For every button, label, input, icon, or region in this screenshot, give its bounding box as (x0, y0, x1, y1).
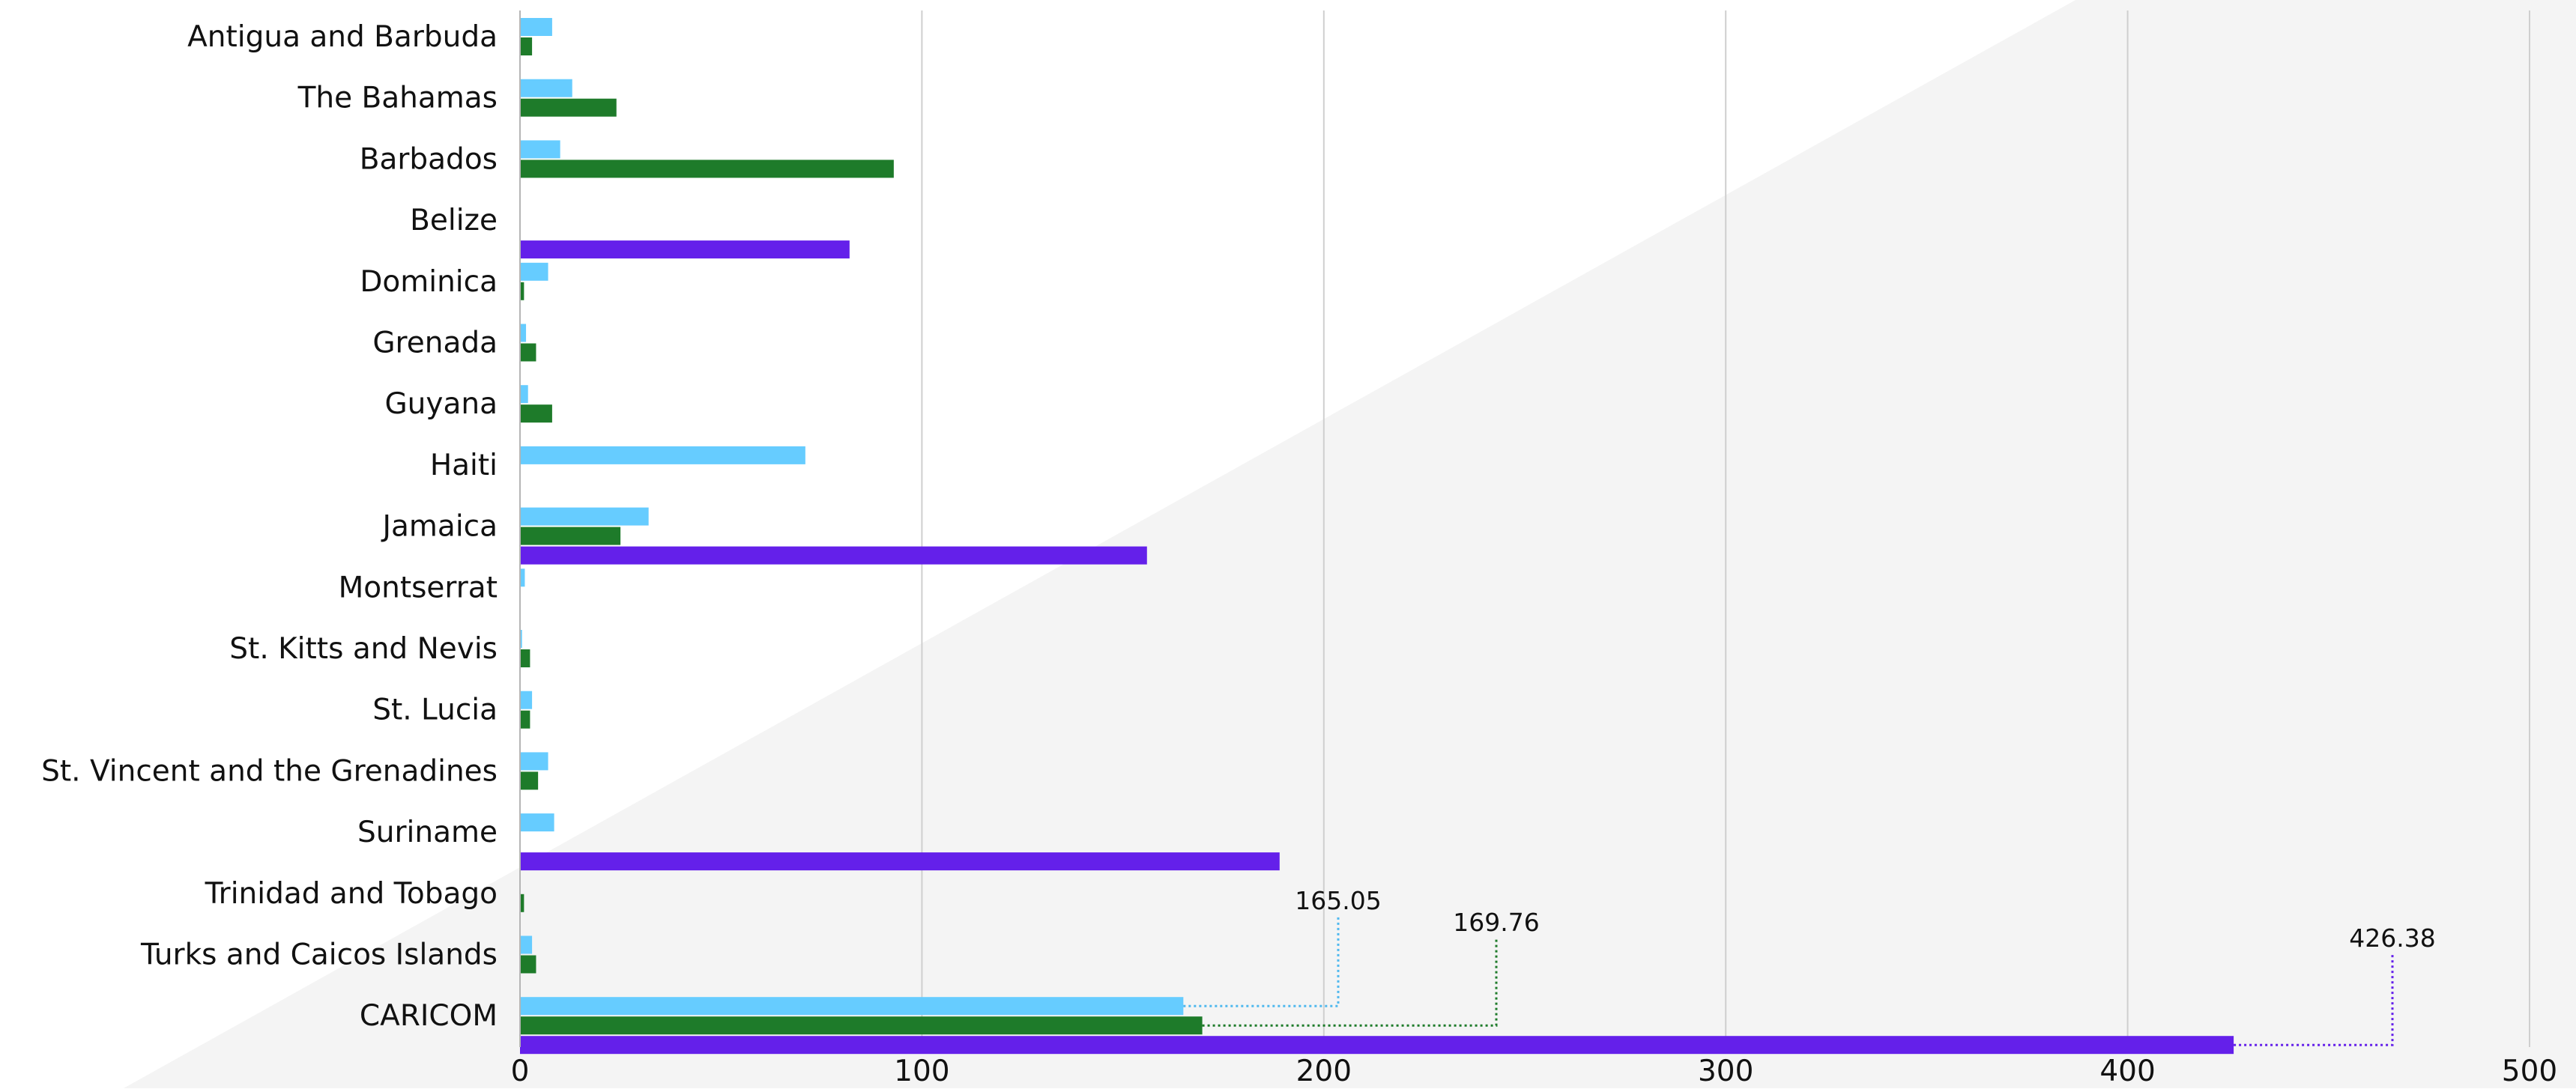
category-label: Barbados (360, 142, 498, 176)
bars (520, 18, 2234, 1055)
bar (520, 568, 525, 587)
bar (520, 37, 533, 55)
bar (520, 282, 524, 300)
x-tick-label: 200 (1296, 1055, 1352, 1088)
bar (520, 385, 528, 404)
category-label: Suriname (357, 816, 498, 849)
bar (520, 1036, 2234, 1055)
labels: 0 100 200 300 400 500 Antigua and Barbuda The B… (41, 20, 2557, 1088)
bar (520, 507, 649, 526)
bar (520, 240, 850, 259)
bar (520, 79, 572, 97)
category-label: St. Vincent and the Grenadines (41, 754, 498, 788)
bar (520, 324, 527, 342)
data-label-leaders (1183, 917, 2394, 1046)
category-label: Montserrat (339, 571, 498, 604)
category-label: Grenada (372, 327, 498, 360)
bar (520, 771, 539, 790)
category-label: Guyana (384, 387, 498, 421)
gridlines (921, 10, 2530, 1047)
bar (520, 935, 533, 954)
background-shade (124, 0, 2576, 1088)
bar (520, 894, 524, 912)
bar (520, 630, 522, 648)
bar (520, 752, 548, 771)
category-label: Antigua and Barbuda (187, 20, 498, 54)
x-tick-label: 0 (511, 1055, 530, 1088)
bar (520, 691, 533, 709)
x-tick-label: 400 (2099, 1055, 2155, 1088)
bar (520, 140, 560, 159)
bar (520, 1016, 1203, 1035)
bar (520, 813, 554, 832)
category-label: Turks and Caicos Islands (140, 938, 498, 972)
category-label: Haiti (430, 449, 498, 482)
data-label: 169.76 (1453, 908, 1539, 937)
bar (520, 852, 1280, 871)
category-label: St. Lucia (372, 694, 498, 727)
data-label: 165.05 (1295, 886, 1381, 915)
bar (520, 446, 805, 464)
bar (520, 710, 530, 729)
bar (520, 18, 552, 36)
bar (520, 160, 894, 178)
bar (520, 343, 536, 362)
data-label-leader (2234, 954, 2394, 1046)
bar (520, 997, 1184, 1016)
bar (520, 546, 1147, 565)
x-tick-label: 300 (1698, 1055, 1753, 1088)
category-label: CARICOM (360, 999, 498, 1033)
category-label: The Bahamas (297, 82, 498, 115)
x-tick-label: 500 (2502, 1055, 2557, 1088)
category-label: Trinidad and Tobago (205, 877, 498, 911)
bar (520, 527, 621, 545)
data-label-leader (1202, 938, 1498, 1027)
bar (520, 649, 530, 667)
category-label: St. Kitts and Nevis (229, 632, 498, 666)
x-tick-label: 100 (894, 1055, 949, 1088)
bar (520, 404, 552, 423)
category-label: Jamaica (381, 510, 498, 544)
category-label: Belize (410, 204, 498, 237)
bar (520, 955, 536, 974)
bar (520, 98, 617, 117)
data-label: 426.38 (2349, 923, 2435, 953)
category-label: Dominica (360, 265, 498, 299)
bar (520, 262, 548, 281)
